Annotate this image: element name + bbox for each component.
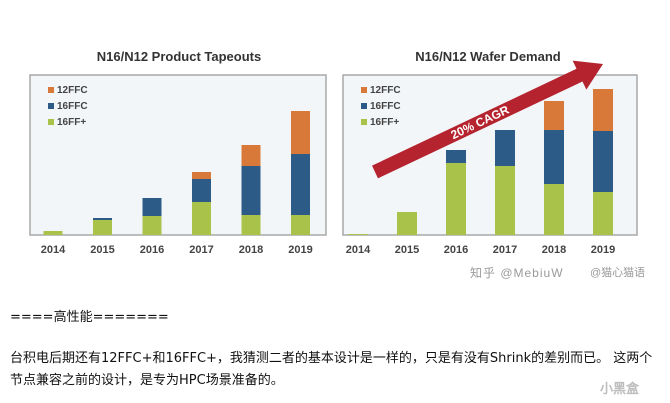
section-divider-heading: ====高性能=======	[10, 310, 169, 325]
bar-16ffplus-2019	[593, 192, 613, 235]
bar-16ffc-2016	[446, 150, 466, 163]
bar-16ffplus-2016	[446, 163, 466, 235]
x-tick-label: 2017	[493, 244, 517, 256]
x-tick-label: 2014	[346, 244, 371, 256]
bar-16ffplus-2019	[291, 215, 310, 235]
x-tick-label: 2018	[542, 244, 566, 256]
plot-area	[29, 74, 327, 236]
bar-16ffc-2018	[544, 130, 564, 184]
bar-16ffc-2018	[241, 166, 261, 215]
legend-swatch	[361, 119, 367, 125]
bar-12ffc-2019	[291, 111, 310, 154]
legend-label: 16FFC	[370, 101, 401, 112]
x-tick-label: 2019	[591, 244, 615, 256]
arrow-icon	[372, 60, 603, 179]
watermark-zhihu: 知乎 @MebiuW	[470, 266, 564, 280]
legend-swatch	[48, 87, 54, 93]
legend-label: 12FFC	[57, 85, 88, 96]
legend-swatch	[48, 103, 54, 109]
bar-16ffplus-2018	[544, 184, 564, 235]
x-tick-label: 2018	[239, 244, 263, 256]
x-tick-label: 2015	[90, 244, 114, 256]
legend-swatch	[361, 103, 367, 109]
chart-title-tapeouts: N16/N12 Product Tapeouts	[96, 49, 262, 64]
chart-title-wafer-demand: N16/N12 Wafer Demand	[415, 49, 561, 64]
legend-label: 12FFC	[370, 85, 401, 96]
x-tick-label: 2016	[140, 244, 164, 256]
x-tick-label: 2014	[41, 244, 66, 256]
bar-16ffc-2017	[495, 130, 515, 166]
chart-product-tapeouts: 2014 2015 2016 2017 2018 2019 12FFC 16FFC 16FF+	[29, 74, 327, 256]
bar-16ffplus-2014	[43, 231, 63, 235]
bar-16ffc-2019	[593, 131, 613, 192]
bar-16ffc-2015	[93, 218, 112, 220]
bar-16ffc-2019	[291, 154, 310, 215]
x-tick-label: 2016	[444, 244, 468, 256]
bar-16ffplus-2015	[397, 212, 417, 235]
bar-16ffplus-2016	[142, 216, 162, 235]
bar-12ffc-2017	[192, 172, 211, 179]
x-tick-label: 2019	[288, 244, 312, 256]
bar-16ffplus-2018	[241, 215, 261, 235]
legend-swatch	[361, 87, 367, 93]
bar-16ffplus-2014	[348, 234, 368, 235]
watermark-weibo: @猫心猫语	[590, 267, 646, 279]
x-tick-label: 2017	[189, 244, 213, 256]
bar-16ffplus-2017	[495, 166, 515, 235]
bar-12ffc-2019	[593, 89, 613, 131]
legend-label: 16FF+	[370, 117, 399, 128]
bar-12ffc-2018	[544, 101, 564, 130]
watermark-xiaoheihe: 小黑盒	[600, 381, 640, 396]
legend-swatch	[48, 119, 54, 125]
x-tick-label: 2015	[395, 244, 419, 256]
bar-16ffplus-2015	[93, 220, 112, 235]
bar-12ffc-2018	[241, 145, 261, 166]
bar-16ffplus-2017	[192, 202, 211, 235]
bar-16ffc-2017	[192, 179, 211, 202]
legend-label: 16FF+	[57, 117, 86, 128]
legend-label: 16FFC	[57, 101, 88, 112]
article-paragraph: 台积电后期还有12FFC+和16FFC+，我猜测二者的基本设计是一样的，只是有没…	[10, 351, 653, 388]
bar-16ffc-2016	[142, 198, 162, 216]
plot-area	[342, 74, 638, 236]
